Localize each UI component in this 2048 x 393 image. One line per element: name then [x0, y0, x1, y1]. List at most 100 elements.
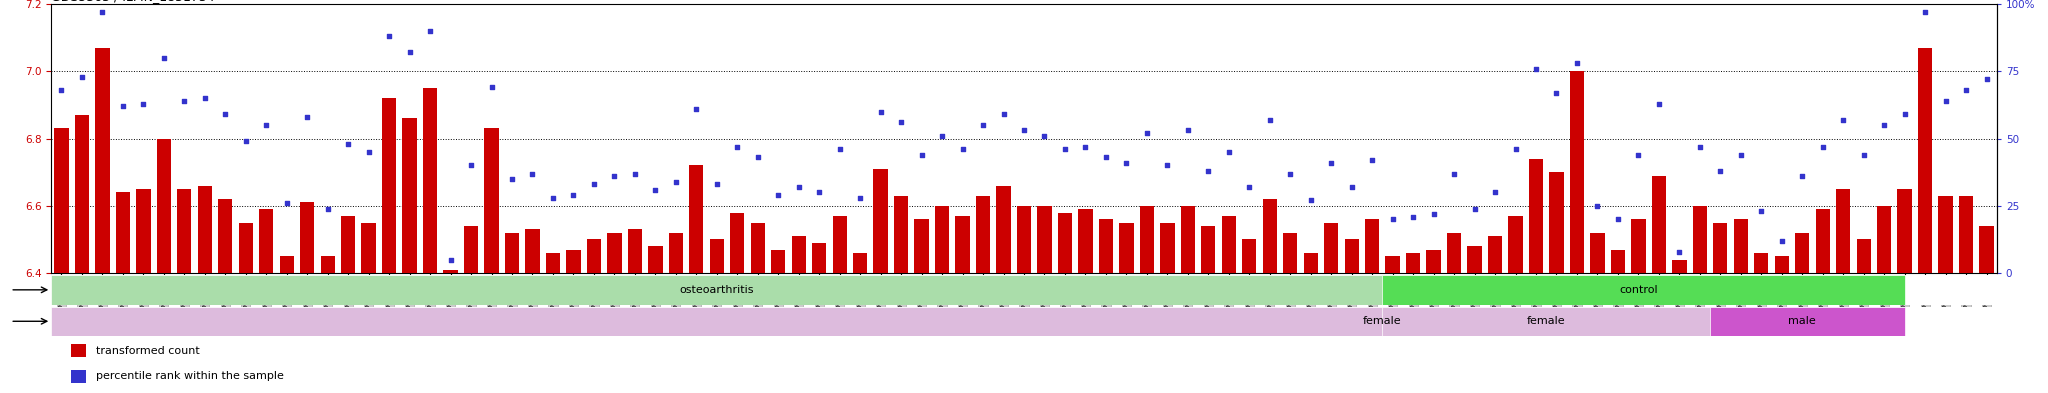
Bar — [872, 169, 887, 273]
Bar — [647, 246, 662, 273]
Point — [1192, 168, 1225, 174]
Bar — [750, 223, 764, 273]
Point — [885, 119, 918, 125]
Point — [905, 152, 938, 158]
Bar — [545, 253, 559, 273]
Bar — [70, 344, 86, 357]
Point — [414, 28, 446, 34]
Bar — [1835, 189, 1851, 273]
Bar — [1057, 213, 1073, 273]
Bar — [1446, 233, 1462, 273]
Point — [373, 33, 406, 39]
Bar — [463, 226, 477, 273]
Point — [1069, 143, 1102, 150]
Bar — [401, 118, 416, 273]
Bar — [217, 199, 231, 273]
Point — [741, 154, 774, 160]
Point — [250, 122, 283, 128]
Point — [1028, 133, 1061, 139]
Bar — [1569, 71, 1585, 273]
Bar — [1978, 226, 1993, 273]
Point — [1274, 171, 1307, 177]
Point — [188, 95, 221, 101]
Point — [352, 149, 385, 155]
Bar — [1159, 223, 1174, 273]
Point — [1663, 248, 1696, 255]
Bar — [1630, 219, 1647, 273]
Bar — [1016, 206, 1030, 273]
Bar — [1036, 206, 1053, 273]
Point — [496, 176, 528, 182]
Point — [1008, 127, 1040, 134]
Point — [86, 9, 119, 15]
Bar — [565, 250, 582, 273]
Bar — [1466, 246, 1483, 273]
Bar — [360, 223, 375, 273]
Bar — [197, 185, 213, 273]
Bar — [1733, 219, 1747, 273]
Bar — [1180, 206, 1194, 273]
Point — [926, 133, 958, 139]
Bar — [1528, 159, 1544, 273]
Point — [762, 192, 795, 198]
Point — [1950, 87, 1982, 93]
Point — [291, 114, 324, 120]
Bar — [1958, 196, 1972, 273]
Bar — [1651, 176, 1667, 273]
Bar — [1548, 172, 1565, 273]
Point — [106, 103, 139, 109]
Bar — [1710, 307, 1905, 336]
Point — [1704, 168, 1737, 174]
Bar — [51, 275, 1393, 305]
Bar — [1241, 239, 1255, 273]
Bar — [954, 216, 969, 273]
Point — [1970, 76, 2003, 83]
Bar — [135, 189, 150, 273]
Point — [1090, 154, 1122, 160]
Bar — [340, 216, 354, 273]
Point — [168, 98, 201, 104]
Point — [1335, 184, 1368, 190]
Point — [1438, 171, 1470, 177]
Bar — [258, 209, 272, 273]
Bar — [483, 129, 498, 273]
Point — [1622, 152, 1655, 158]
Bar — [1282, 233, 1298, 273]
Bar — [770, 250, 784, 273]
Point — [1397, 213, 1430, 220]
Bar — [1917, 48, 1933, 273]
Bar — [1692, 206, 1708, 273]
Bar — [51, 307, 1393, 336]
Point — [1315, 160, 1348, 166]
Point — [1909, 9, 1942, 15]
Bar — [1200, 226, 1214, 273]
Point — [311, 206, 344, 212]
Text: percentile rank within the sample: percentile rank within the sample — [96, 371, 285, 381]
Bar — [1487, 236, 1501, 273]
Bar — [1794, 233, 1810, 273]
Bar — [791, 236, 805, 273]
Bar — [1221, 216, 1235, 273]
Bar — [381, 98, 395, 273]
Bar — [975, 196, 989, 273]
Bar — [913, 219, 928, 273]
Bar — [995, 185, 1010, 273]
Bar — [811, 243, 825, 273]
Bar — [1425, 250, 1442, 273]
Point — [598, 173, 631, 179]
Point — [659, 178, 692, 185]
Point — [45, 87, 78, 93]
Point — [229, 138, 262, 144]
Bar — [1671, 260, 1688, 273]
Bar — [688, 165, 702, 273]
Bar — [1815, 209, 1831, 273]
Point — [721, 143, 754, 150]
Bar — [729, 213, 743, 273]
Point — [1130, 130, 1163, 136]
Point — [803, 189, 836, 195]
Point — [1212, 149, 1245, 155]
Point — [1642, 100, 1675, 107]
Bar — [53, 129, 68, 273]
Point — [1540, 90, 1573, 96]
Point — [1376, 216, 1409, 222]
